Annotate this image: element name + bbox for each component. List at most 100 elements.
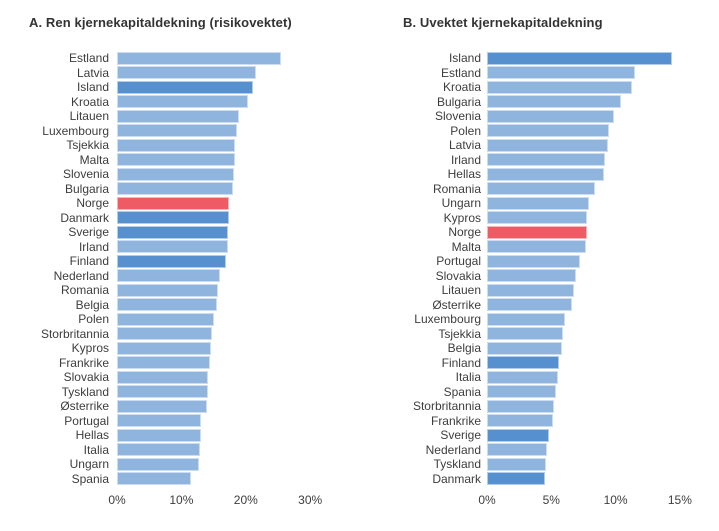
- chart-row: Latvia: [360, 138, 719, 153]
- chart-row: Italia: [360, 370, 719, 385]
- chart-row: Finland: [0, 254, 360, 269]
- bar-light: [487, 457, 547, 471]
- bar-dark: [487, 51, 673, 65]
- chart-row: Frankrike: [0, 356, 360, 371]
- chart-row: Latvia: [0, 66, 360, 81]
- country-label: Danmark: [432, 471, 481, 486]
- x-tick-label: 15%: [667, 493, 692, 507]
- chart-row: Polen: [360, 124, 719, 139]
- country-label: Slovenia: [434, 109, 481, 123]
- chart-row: Island: [0, 80, 360, 95]
- bar-light: [117, 428, 201, 442]
- country-label: Latvia: [76, 65, 109, 80]
- chart-row: Ungarn: [0, 457, 360, 472]
- chart-row: Østerrike: [0, 399, 360, 414]
- country-label: Portugal: [64, 413, 109, 428]
- bar-light: [117, 138, 236, 152]
- chart-row: Norge: [0, 196, 360, 211]
- chart-row: Romania: [360, 182, 719, 197]
- bar-light: [487, 385, 557, 399]
- x-axis: 0% 10% 20% 30%: [0, 493, 360, 509]
- chart-row: Kypros: [360, 211, 719, 226]
- country-label: Østerrike: [432, 297, 481, 312]
- bar-light: [487, 254, 580, 268]
- chart-row: Kroatia: [360, 80, 719, 95]
- chart-row: Tyskland: [0, 385, 360, 400]
- country-label: Norge: [76, 196, 109, 210]
- country-label: Hellas: [75, 428, 109, 442]
- bar-dark: [487, 472, 545, 486]
- bar-light: [117, 167, 235, 181]
- country-label: Tsjekkia: [438, 326, 481, 341]
- chart-row: Island: [360, 51, 719, 66]
- chart-row: Estland: [360, 66, 719, 81]
- chart-row: Irland: [360, 153, 719, 168]
- bar-light: [117, 124, 238, 138]
- country-label: Belgia: [75, 297, 109, 312]
- bar-dark: [117, 254, 227, 268]
- bar-light: [487, 196, 589, 210]
- chart-risk-weighted-cet1: A. Ren kjernekapitaldekning (risikovekte…: [0, 15, 360, 509]
- country-label: Danmark: [60, 210, 109, 225]
- country-label: Slovenia: [62, 167, 109, 181]
- country-label: Malta: [451, 239, 481, 254]
- bar-light: [487, 341, 562, 355]
- country-label: Estland: [440, 65, 481, 80]
- chart-row: Finland: [360, 356, 719, 371]
- country-label: Bulgaria: [436, 94, 481, 109]
- bar-dark: [117, 211, 230, 225]
- bar-light: [487, 240, 587, 254]
- country-label: Portugal: [436, 254, 481, 268]
- chart-row: Østerrike: [360, 298, 719, 313]
- country-label: Tsjekkia: [66, 138, 109, 152]
- bar-light: [117, 51, 282, 65]
- bar-light: [117, 269, 221, 283]
- country-label: Norge: [448, 225, 481, 239]
- bar-dark: [117, 80, 253, 94]
- country-label: Tyskland: [61, 384, 109, 399]
- chart-row: Luxembourg: [360, 312, 719, 327]
- bar-light: [117, 95, 248, 109]
- x-tick-label: 0%: [478, 493, 496, 507]
- chart-row: Slovakia: [360, 269, 719, 284]
- country-label: Kroatia: [442, 80, 481, 94]
- country-label: Kroatia: [70, 94, 109, 109]
- bar-light: [487, 182, 596, 196]
- country-label: Nederland: [425, 442, 481, 457]
- chart-row: Litauen: [0, 109, 360, 124]
- country-label: Nederland: [53, 268, 109, 283]
- country-label: Sverige: [68, 225, 109, 239]
- country-label: Romania: [60, 283, 109, 297]
- chart-title: B. Uvektet kjernekapitaldekning: [403, 15, 603, 30]
- country-label: Storbritannia: [412, 399, 481, 413]
- chart-row: Romania: [0, 283, 360, 298]
- country-label: Ungarn: [441, 196, 481, 210]
- chart-row: Polen: [0, 312, 360, 327]
- x-tick-label: 30%: [298, 493, 323, 507]
- chart-row: Frankrike: [360, 414, 719, 429]
- chart-row: Storbritannia: [360, 399, 719, 414]
- chart-row: Danmark: [360, 472, 719, 487]
- chart-row: Nederland: [0, 269, 360, 284]
- chart-row: Slovenia: [0, 167, 360, 182]
- country-label: Litauen: [441, 283, 481, 297]
- bar-light: [487, 298, 572, 312]
- country-label: Finland: [441, 355, 481, 370]
- bar-light: [487, 124, 610, 138]
- bar-light: [487, 95, 621, 109]
- x-tick-label: 0%: [108, 493, 126, 507]
- chart-row: Danmark: [0, 211, 360, 226]
- chart-row: Portugal: [360, 254, 719, 269]
- chart-row: Sverige: [0, 225, 360, 240]
- chart-row: Bulgaria: [0, 182, 360, 197]
- bar-light: [487, 370, 558, 384]
- country-label: Ungarn: [69, 457, 109, 471]
- bar-light: [117, 341, 212, 355]
- country-label: Island: [448, 51, 481, 65]
- bar-light: [487, 399, 554, 413]
- chart-row: Hellas: [360, 167, 719, 182]
- country-label: Østerrike: [60, 399, 109, 413]
- country-label: Storbritannia: [40, 326, 109, 341]
- bar-dark: [117, 225, 228, 239]
